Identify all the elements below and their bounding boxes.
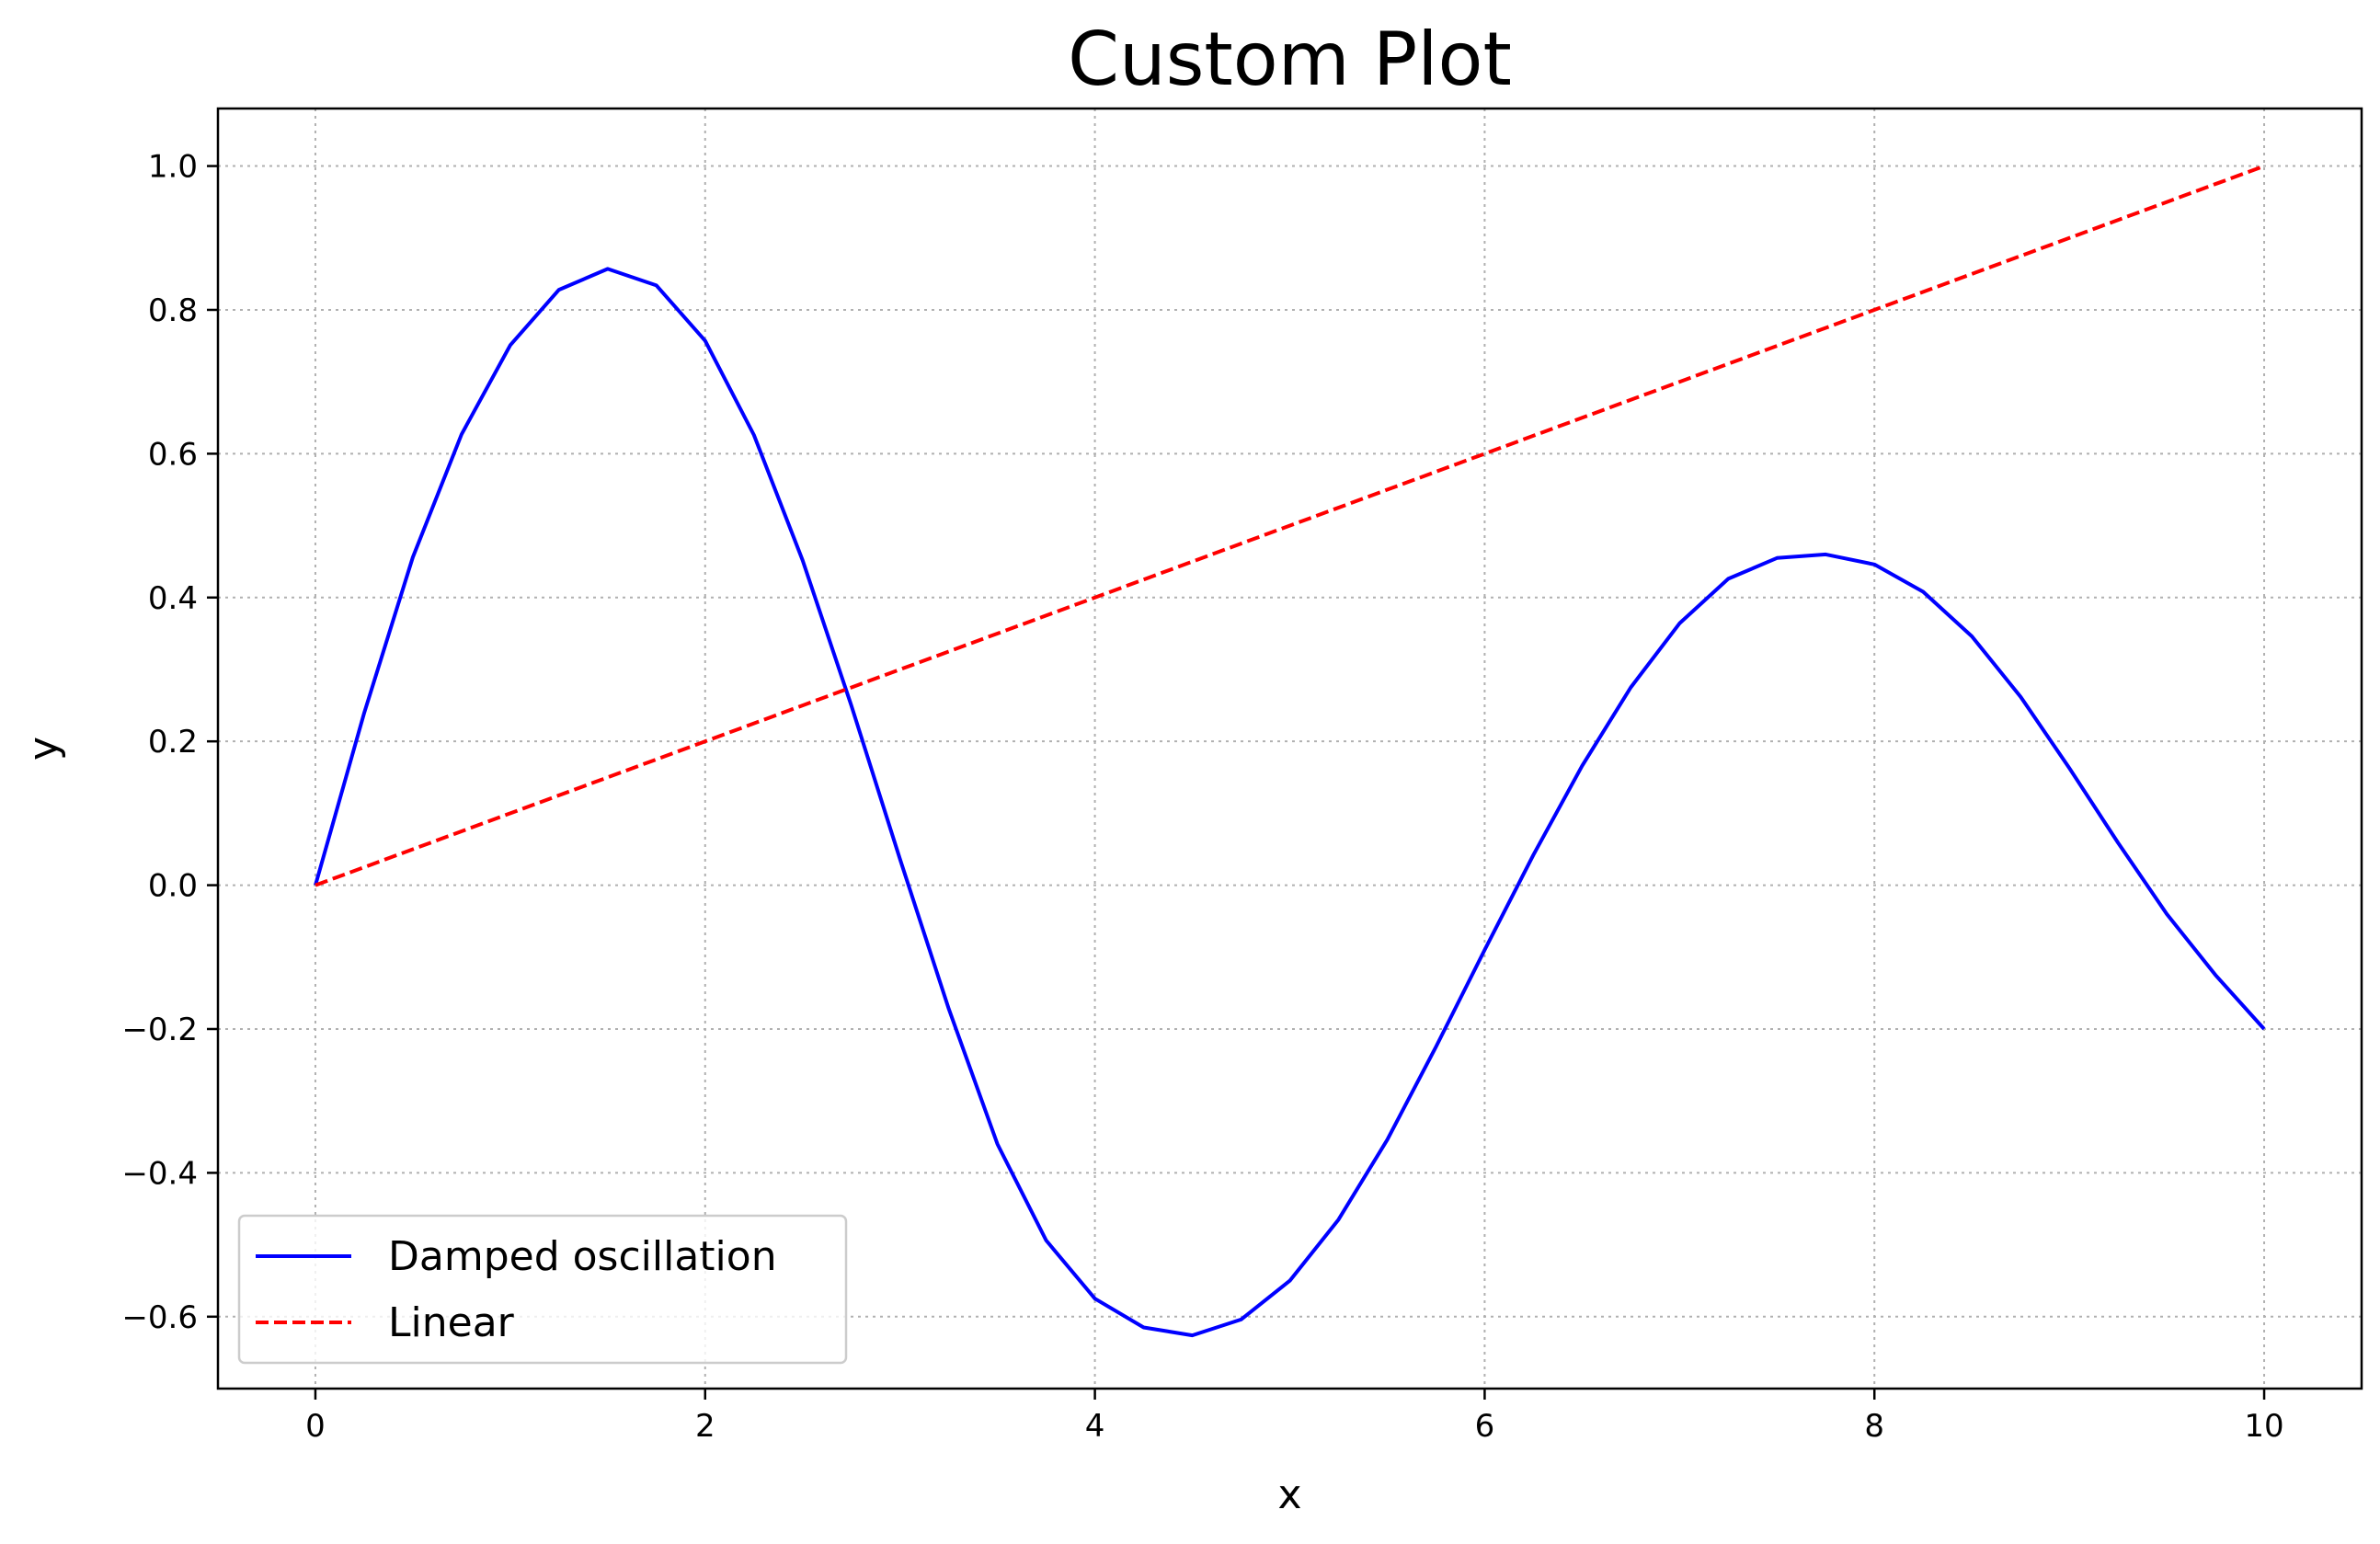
- legend-box: [237, 1214, 848, 1365]
- chart-title: Custom Plot: [1068, 17, 1512, 102]
- x-tick-label: 4: [1085, 1408, 1105, 1445]
- x-tick-label: 10: [2244, 1408, 2283, 1445]
- x-tick-label: 8: [1864, 1408, 1884, 1445]
- y-tick-label: 0.4: [148, 580, 198, 617]
- plot-frame: [216, 107, 2363, 1390]
- x-tick-label: 0: [305, 1408, 326, 1445]
- grid: [218, 109, 2362, 1389]
- y-tick-label: 0.8: [148, 292, 198, 329]
- y-tick-label: 0.2: [148, 724, 198, 761]
- series-line-damped-oscillation: [314, 267, 2266, 1338]
- y-tick-label: 1.0: [148, 149, 198, 186]
- x-tick-label: 2: [695, 1408, 715, 1445]
- y-tick-label: 0.6: [148, 436, 198, 473]
- series-line-linear: [315, 164, 2265, 887]
- y-tick-label: −0.4: [121, 1155, 198, 1192]
- x-axis-label: x: [1277, 1471, 1301, 1518]
- legend-label-linear: Linear: [388, 1299, 515, 1346]
- x-tick-label: 6: [1475, 1408, 1495, 1445]
- legend: Damped oscillation Linear: [237, 1214, 848, 1365]
- y-tick-label: 0.0: [148, 868, 198, 905]
- y-axis-label: y: [20, 737, 67, 761]
- axis-ticks: 0 2 4 6 8 10 −0.6 −0.4 −0.2 0.0 0.2 0.4 0.6 0.8 1.0: [121, 149, 2283, 1445]
- series-layer: [314, 164, 2266, 1338]
- y-tick-label: −0.2: [121, 1012, 198, 1048]
- legend-label-damped-oscillation: Damped oscillation: [388, 1233, 777, 1280]
- y-tick-label: −0.6: [121, 1299, 198, 1336]
